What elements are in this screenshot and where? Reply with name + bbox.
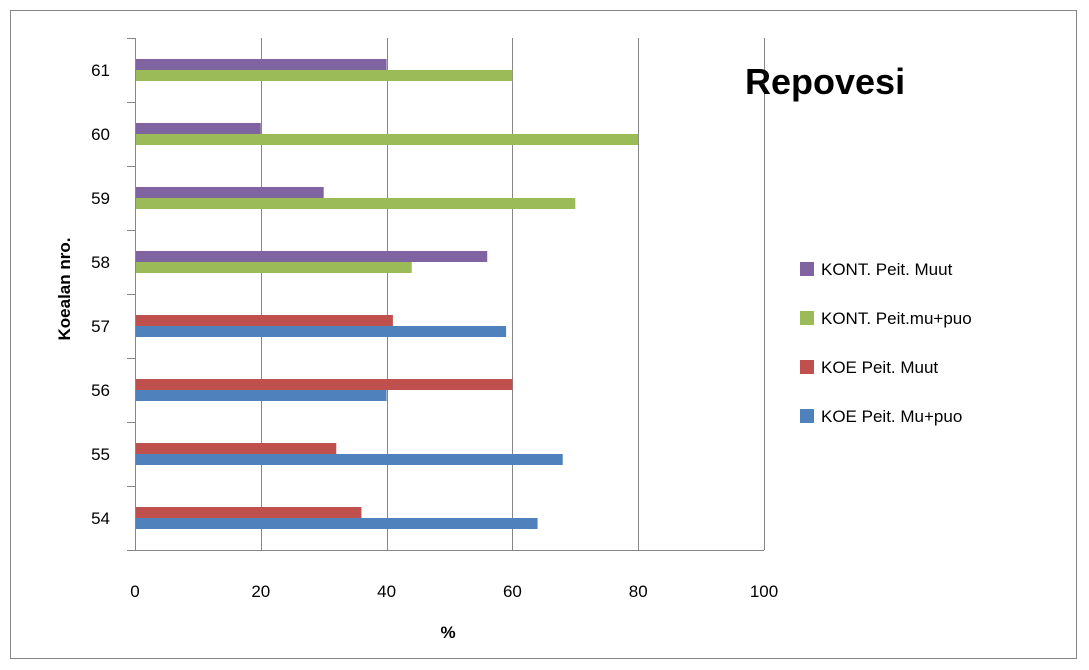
bar — [136, 187, 324, 198]
legend-label: KOE Peit. Muut — [821, 358, 938, 377]
chart-title: Repovesi — [745, 61, 905, 102]
bar — [136, 518, 538, 529]
x-tick-label: 60 — [503, 582, 522, 601]
bar — [136, 390, 387, 401]
bar — [136, 70, 513, 81]
x-tick-label: 0 — [130, 582, 139, 601]
bar — [136, 198, 576, 209]
y-tick-label: 60 — [91, 125, 110, 144]
bar — [136, 443, 337, 454]
x-tick-label: 80 — [629, 582, 648, 601]
bars — [136, 59, 639, 529]
x-tick-label: 20 — [251, 582, 270, 601]
y-axis-title: Koealan nro. — [55, 238, 74, 341]
legend-label: KOE Peit. Mu+puo — [821, 407, 962, 426]
bar — [136, 379, 513, 390]
x-tick-label: 40 — [377, 582, 396, 601]
bar — [136, 315, 393, 326]
bar — [136, 326, 507, 337]
bar — [136, 59, 387, 70]
bar — [136, 454, 563, 465]
y-tick-label: 61 — [91, 61, 110, 80]
y-tick-label: 56 — [91, 381, 110, 400]
y-tick-label: 58 — [91, 253, 110, 272]
legend-label: KONT. Peit. Muut — [821, 260, 953, 279]
legend-swatch — [800, 409, 814, 423]
y-tick-label: 54 — [91, 509, 110, 528]
x-axis-title: % — [440, 623, 455, 642]
bar — [136, 507, 362, 518]
bar — [136, 134, 639, 145]
bar — [136, 251, 488, 262]
legend-swatch — [800, 262, 814, 276]
y-tick-label: 55 — [91, 445, 110, 464]
y-tick-label: 59 — [91, 189, 110, 208]
legend-swatch — [800, 311, 814, 325]
x-tick-label: 100 — [750, 582, 778, 601]
axes: 0 20 40 60 80 100 54 55 56 57 58 59 60 61 — [91, 38, 778, 601]
bar — [136, 262, 412, 273]
bar — [136, 123, 261, 134]
legend: KONT. Peit. Muut KONT. Peit.mu+puo KOE Pei… — [800, 260, 972, 426]
y-tick-label: 57 — [91, 317, 110, 336]
legend-swatch — [800, 360, 814, 374]
legend-label: KONT. Peit.mu+puo — [821, 309, 972, 328]
